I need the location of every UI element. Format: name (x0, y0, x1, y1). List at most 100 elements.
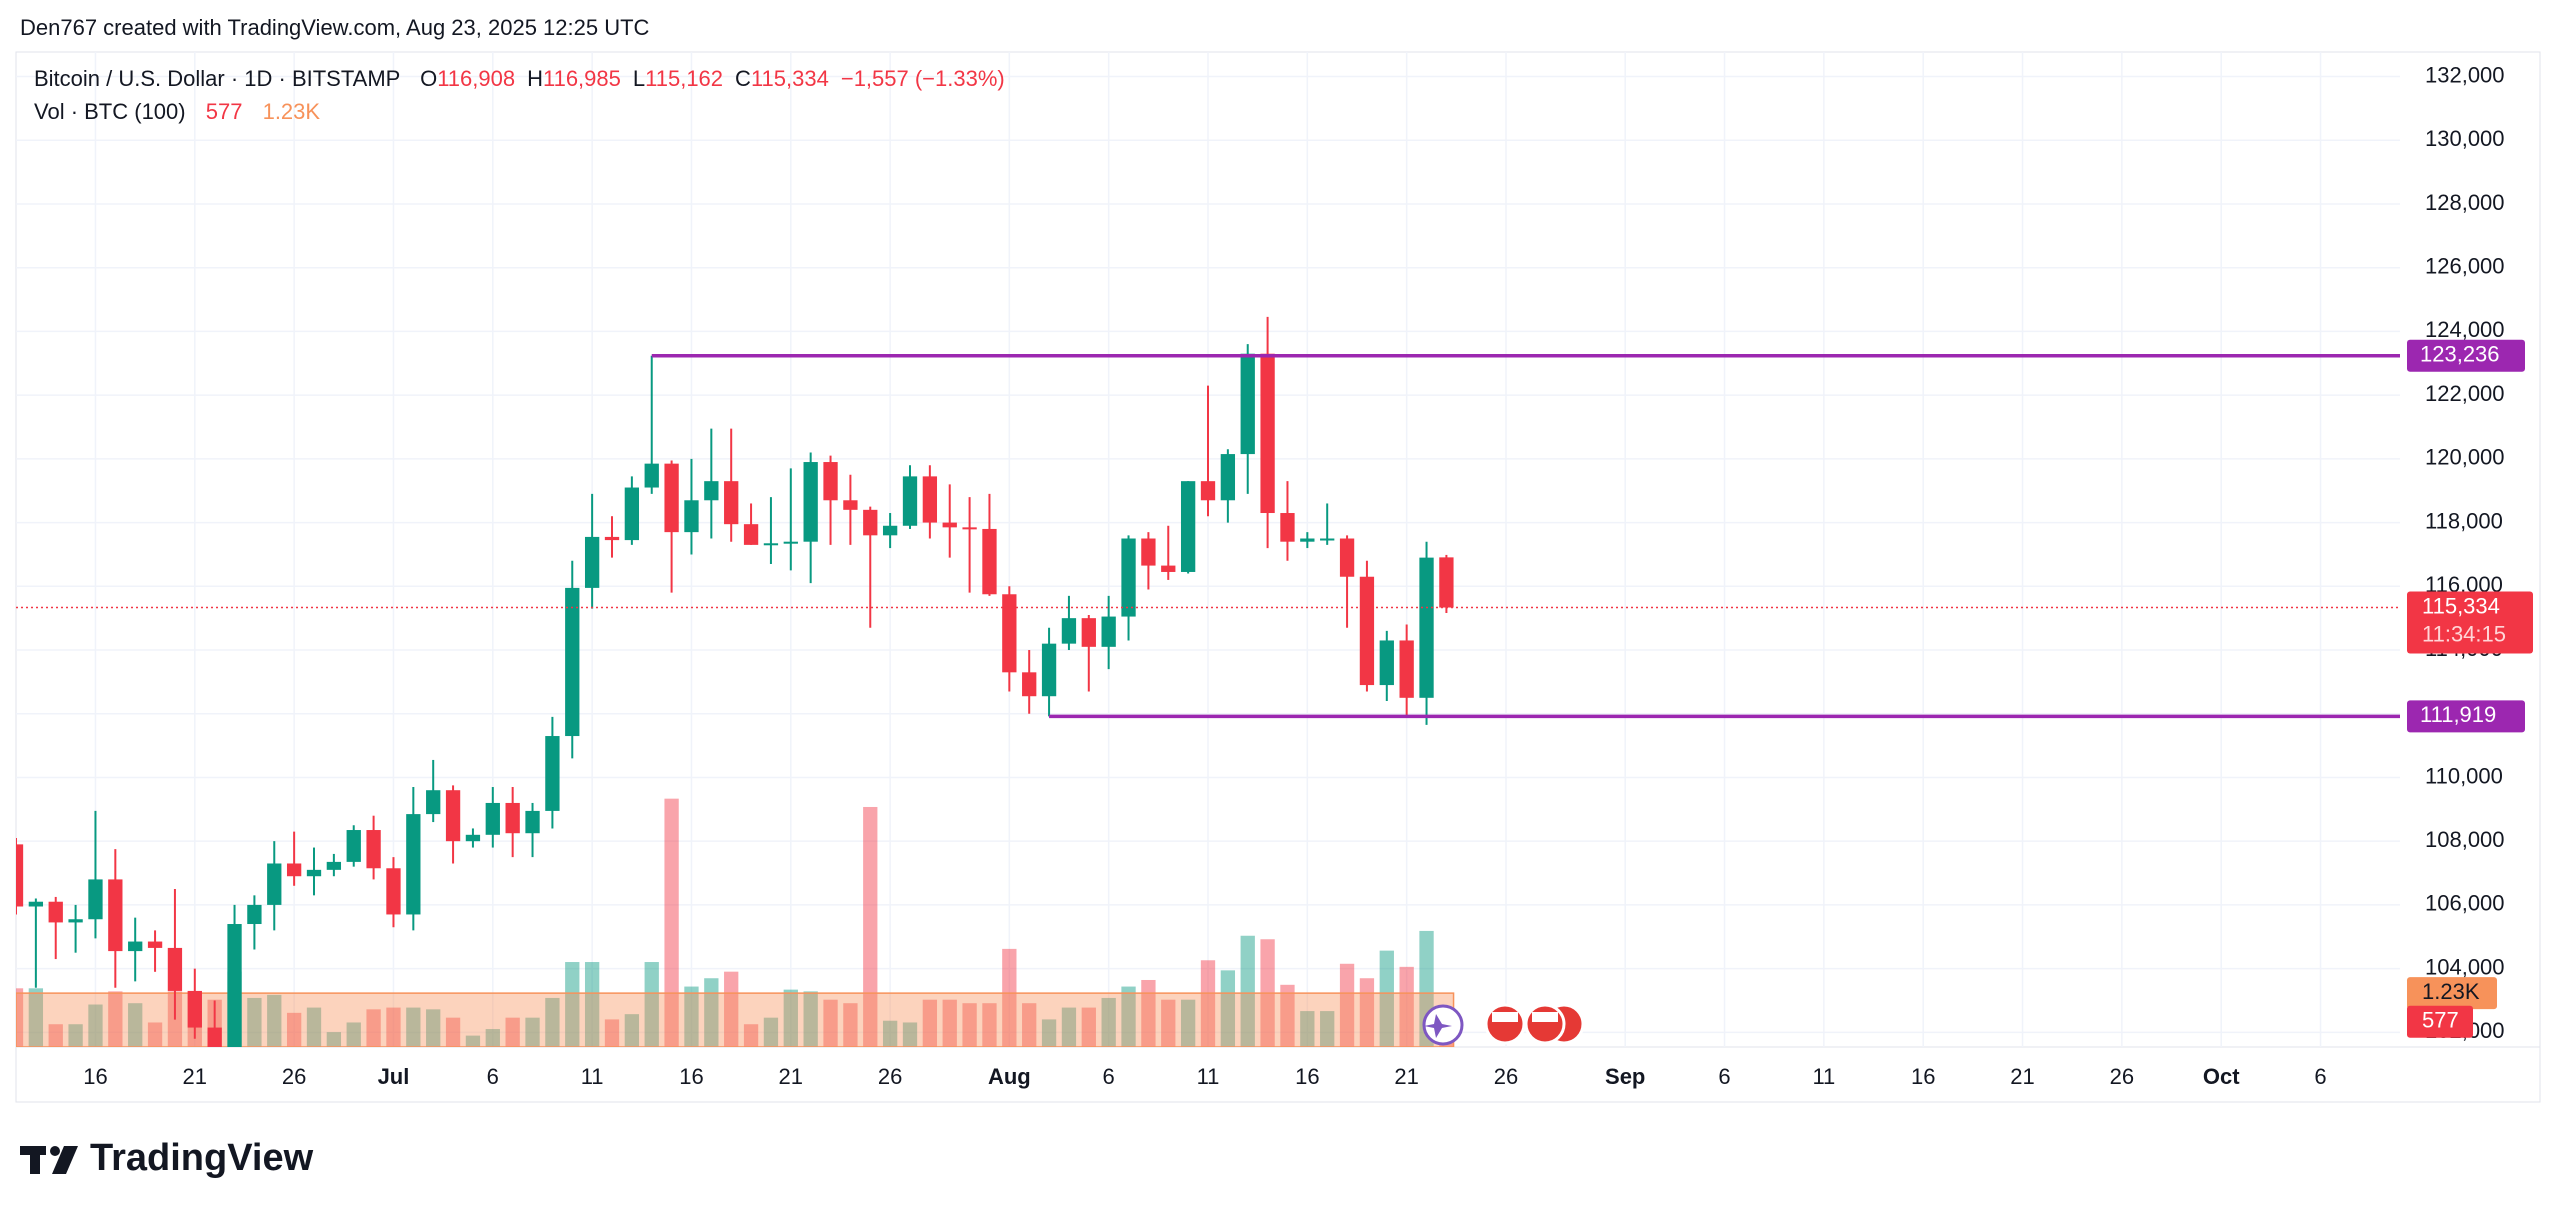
candle-body (1220, 454, 1236, 501)
y-tick-label: 108,000 (2425, 827, 2505, 852)
candle-body (584, 536, 600, 588)
logo: TradingView (20, 1137, 314, 1179)
candle-body (1002, 594, 1017, 673)
volume-ma-value: 1.23K (263, 99, 321, 124)
candle-body (1300, 538, 1315, 542)
volume-bar (48, 1024, 63, 1047)
candle-body (982, 528, 997, 595)
level-label: 111,919 (2420, 702, 2496, 727)
volume-bar (465, 1035, 481, 1047)
candle-body (1240, 353, 1255, 455)
volume-bar (624, 1014, 640, 1047)
x-tick-label: 16 (1295, 1064, 1319, 1089)
volume-bar (485, 1029, 500, 1047)
volume-bar (1280, 984, 1295, 1047)
y-tick-label: 110,000 (2425, 763, 2503, 788)
volume-axis-label: 577 (2422, 1008, 2459, 1033)
candle-body (902, 476, 918, 526)
volume-bar (1399, 966, 1414, 1047)
axes: 102,000104,000106,000108,000110,000112,0… (83, 62, 2533, 1089)
volume-bar (147, 1022, 163, 1047)
candle-body (227, 924, 242, 1047)
grid (16, 52, 2400, 1047)
volume-bar (1022, 1003, 1037, 1047)
volume-bar (763, 1017, 779, 1047)
legend-key: H (527, 66, 543, 91)
candle-body (28, 901, 44, 907)
legend-value: 115,162 (645, 66, 723, 91)
x-tick-label: 26 (282, 1064, 306, 1089)
x-tick-label: 21 (1394, 1064, 1418, 1089)
volume-bar (1041, 1019, 1057, 1047)
candle-body (942, 522, 957, 528)
volume-bar (1002, 948, 1017, 1047)
candle-body (823, 462, 838, 501)
candle-body (128, 941, 143, 952)
volume-bar (286, 1012, 302, 1047)
x-tick-label: 26 (1494, 1064, 1518, 1089)
candle-body (1280, 513, 1295, 542)
legend-value: 116,908 (437, 66, 515, 91)
volume-bar (306, 1007, 322, 1047)
candle-body (1180, 481, 1196, 572)
y-tick-label: 120,000 (2425, 445, 2505, 470)
candle-body (445, 790, 461, 842)
volume-ma-area (16, 992, 1455, 1047)
candle-body (68, 919, 83, 923)
volume-bar (1359, 978, 1375, 1047)
level-label-box (2407, 339, 2525, 372)
flag-icon (1524, 1003, 1566, 1045)
x-tick-label: 11 (1812, 1064, 1835, 1089)
candle-body (1339, 538, 1355, 577)
candle-body (684, 500, 699, 533)
volume-bar (922, 999, 938, 1047)
icon (1424, 1014, 1452, 1038)
y-tick-label: 128,000 (2425, 190, 2505, 215)
legend-ohlc: O116,908 H116,985 L115,162 C115,334 −1,557 (… (420, 66, 1005, 91)
volume-bar (88, 1004, 103, 1047)
candle-body (366, 830, 381, 869)
level-label: 123,236 (2420, 342, 2500, 367)
y-tick-label: 130,000 (2425, 126, 2505, 151)
volume-value: 577 (206, 99, 243, 124)
candle-body (763, 543, 779, 546)
candle-body (1200, 481, 1216, 501)
candle-body (16, 844, 24, 907)
volume-title: Vol · BTC (100) (34, 99, 186, 124)
volume-bar (1081, 1007, 1096, 1047)
candle-body (465, 834, 481, 842)
candle-body (267, 863, 282, 905)
x-tick-label: 16 (83, 1064, 107, 1089)
volume-bar (644, 962, 659, 1047)
volume-bar (982, 1003, 997, 1047)
volume-bar (445, 1017, 461, 1047)
last-price-label: 115,334 (2422, 593, 2500, 618)
level-label-box (2407, 700, 2525, 733)
volume-bar (704, 978, 719, 1047)
candle-body (843, 500, 858, 510)
volume-ma-box (2407, 977, 2497, 1010)
candle-body (187, 990, 202, 1028)
candle-body (1379, 640, 1394, 686)
candle-body (664, 463, 679, 533)
volume-bar (545, 997, 560, 1047)
volume-bar (28, 988, 44, 1047)
candle-body (1419, 557, 1434, 698)
volume-bar (1240, 935, 1255, 1047)
volume-bar (783, 989, 798, 1047)
volume-box (2407, 1005, 2473, 1038)
y-tick-label: 122,000 (2425, 381, 2505, 406)
candle-body (1141, 538, 1156, 566)
candle-body (1081, 618, 1096, 647)
volume-bar (1061, 1007, 1077, 1047)
candle-body (426, 790, 441, 815)
header-text: Den767 created with TradingView.com, Aug… (20, 15, 650, 40)
legend-volume: Vol · BTC (100) 577 1.23K (34, 99, 320, 124)
x-tick-label: 6 (2314, 1064, 2326, 1089)
legend-key: C (735, 66, 751, 91)
flag-stripe (1532, 1012, 1558, 1022)
volume-bar (584, 962, 600, 1047)
volume-bar (962, 1003, 977, 1047)
candle-body (525, 810, 540, 834)
